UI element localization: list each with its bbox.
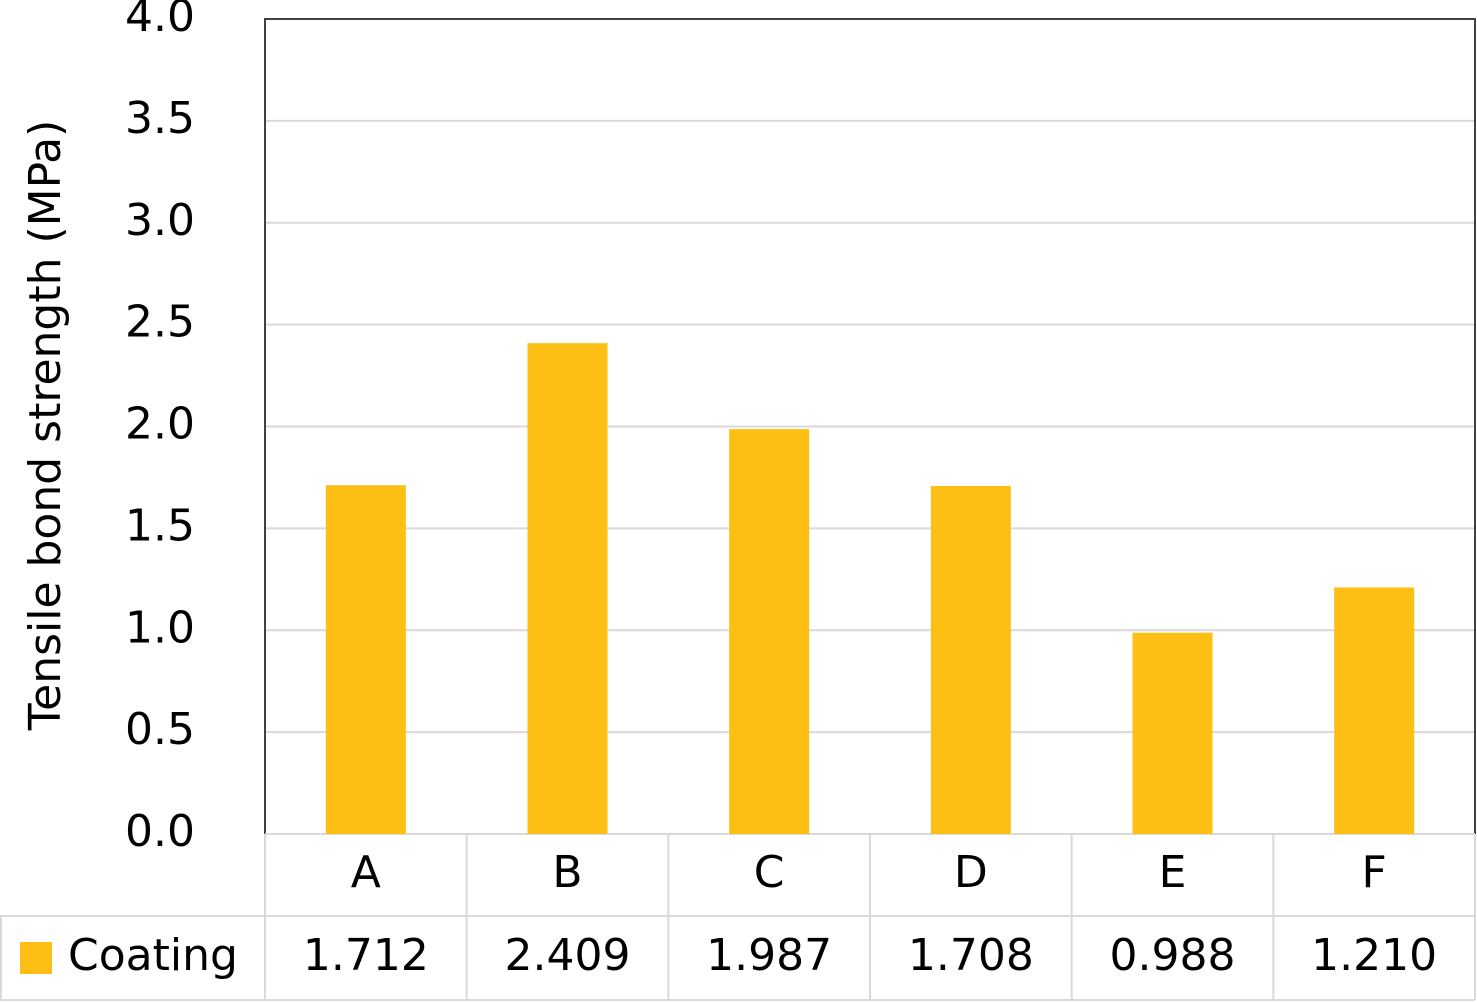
bar [1132, 632, 1213, 834]
data-table-value: 2.409 [505, 930, 631, 981]
legend-label: Coating [68, 930, 238, 981]
y-tick-label: 4.0 [125, 0, 195, 42]
y-tick-label: 3.0 [125, 195, 195, 246]
data-table-value: 1.210 [1311, 930, 1437, 981]
y-tick-label: 2.0 [125, 399, 195, 450]
x-tick-label: A [351, 847, 381, 898]
x-tick-label: C [754, 847, 785, 898]
bar [325, 485, 406, 834]
bar [1334, 587, 1415, 834]
y-tick-label: 1.0 [125, 602, 195, 653]
y-tick-label: 1.5 [125, 500, 195, 551]
data-table-value: 1.987 [706, 930, 832, 981]
y-tick-label: 0.5 [125, 704, 195, 755]
bar [729, 429, 810, 834]
data-table-value: 1.708 [908, 930, 1034, 981]
data-table-value: 0.988 [1110, 930, 1236, 981]
bar [930, 485, 1011, 834]
y-tick-label: 3.5 [125, 93, 195, 144]
y-tick-label: 2.5 [125, 297, 195, 348]
y-axis-title: Tensile bond strength (MPa) [20, 120, 71, 732]
x-tick-label: B [552, 847, 582, 898]
data-table-value: 1.712 [303, 930, 429, 981]
legend-key [20, 942, 52, 974]
x-tick-label: D [954, 847, 988, 898]
bar [527, 343, 608, 834]
x-tick-label: F [1362, 847, 1387, 898]
x-tick-label: E [1159, 847, 1187, 898]
y-tick-label: 0.0 [125, 806, 195, 857]
